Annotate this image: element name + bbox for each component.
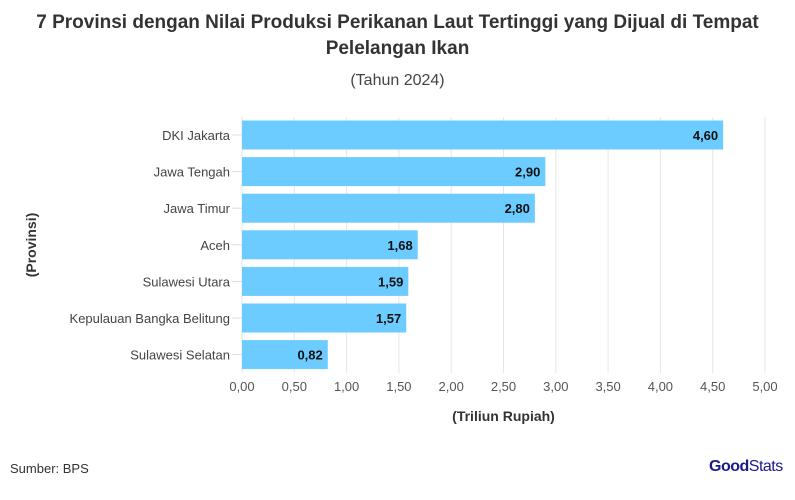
y-tick-label: Sulawesi Selatan [130, 348, 230, 363]
y-tick-label: Kepulauan Bangka Belitung [70, 311, 230, 326]
x-tick-label: 4,00 [648, 379, 673, 394]
x-tick-label: 2,50 [491, 379, 516, 394]
bar [242, 157, 546, 187]
x-tick-label: 4,50 [700, 379, 725, 394]
x-tick-label: 2,00 [439, 379, 464, 394]
source-note: Sumber: BPS [10, 461, 89, 476]
bar [242, 340, 328, 370]
chart-title: 7 Provinsi dengan Nilai Produksi Perikan… [36, 12, 759, 59]
x-tick-label: 3,00 [543, 379, 568, 394]
data-label: 1,68 [387, 238, 412, 253]
x-tick-label: 0,00 [229, 379, 254, 394]
x-axis-label: (Triliun Rupiah) [452, 408, 555, 424]
y-tick-label: Jawa Tengah [154, 165, 230, 180]
bar [242, 303, 407, 333]
bar [242, 230, 418, 260]
data-label: 0,82 [297, 348, 322, 363]
data-label: 1,57 [376, 311, 401, 326]
x-tick-label: 0,50 [282, 379, 307, 394]
bar [242, 266, 409, 296]
bar [242, 120, 724, 150]
goodstats-logo: GoodStats [709, 458, 783, 475]
x-tick-label: 5,00 [752, 379, 777, 394]
y-tick-label: Aceh [200, 238, 230, 253]
data-label: 4,60 [693, 128, 718, 143]
x-tick-label: 3,50 [595, 379, 620, 394]
chart-subtitle: (Tahun 2024) [350, 72, 445, 89]
x-tick-label: 1,00 [334, 379, 359, 394]
y-tick-label: Jawa Timur [164, 201, 231, 216]
data-label: 1,59 [378, 274, 403, 289]
data-label: 2,90 [515, 165, 540, 180]
x-tick-label: 1,50 [386, 379, 411, 394]
y-tick-label: DKI Jakarta [162, 128, 231, 143]
bar [242, 193, 535, 223]
y-tick-label: Sulawesi Utara [143, 274, 231, 289]
data-label: 2,80 [505, 201, 530, 216]
y-axis-label: (Provinsi) [23, 213, 39, 278]
